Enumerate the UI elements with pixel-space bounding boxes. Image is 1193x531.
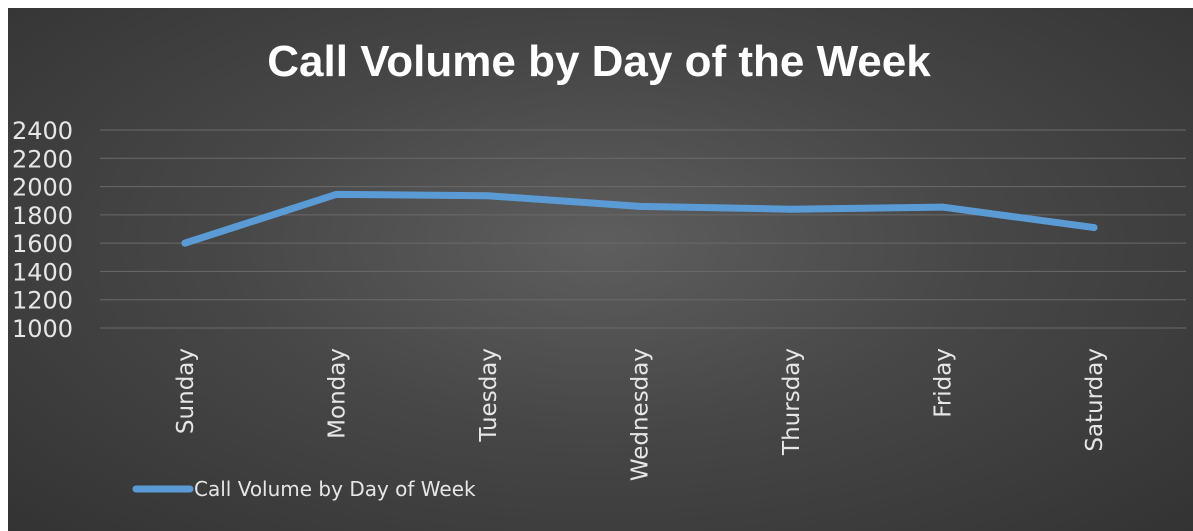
series-line — [181, 190, 1098, 247]
legend-label: Call Volume by Day of Week — [194, 477, 476, 501]
data-point — [1090, 224, 1098, 232]
y-tick-label: 2400 — [12, 117, 73, 145]
chart-area: Call Volume by Day of the Week 2400 2200 2… — [8, 8, 1193, 531]
chart-title: Call Volume by Day of the Week — [267, 37, 931, 86]
y-tick-label: 1400 — [12, 258, 73, 286]
legend[interactable]: Call Volume by Day of Week — [132, 477, 476, 501]
y-tick-label: 1000 — [12, 315, 73, 343]
line-chart: Call Volume by Day of the Week 240022002… — [12, 37, 1186, 501]
data-point — [484, 192, 492, 200]
series-lines — [181, 190, 1098, 247]
data-point — [333, 190, 340, 198]
x-category-label: Thursday — [779, 348, 805, 456]
x-category-label: Saturday — [1082, 348, 1108, 452]
x-category-label: Monday — [325, 348, 351, 439]
y-tick-label: 2000 — [12, 174, 73, 202]
y-tick-label: 1800 — [12, 202, 73, 230]
data-point — [787, 205, 795, 213]
data-point — [636, 202, 643, 210]
x-category-label: Tuesday — [476, 348, 502, 443]
x-category-label: Sunday — [173, 348, 199, 434]
data-point — [181, 239, 189, 247]
y-tick-label: 1200 — [12, 287, 73, 315]
y-tick-label: 2200 — [12, 145, 73, 173]
gridlines — [100, 129, 1186, 329]
x-category-label: Friday — [931, 348, 957, 418]
x-axis-category-labels: Sunday Monday Tuesday Wednesday Thursday Frid… — [173, 348, 1108, 481]
data-point — [939, 203, 946, 211]
x-category-label: Wednesday — [628, 348, 654, 481]
y-tick-label: 1600 — [12, 230, 73, 258]
